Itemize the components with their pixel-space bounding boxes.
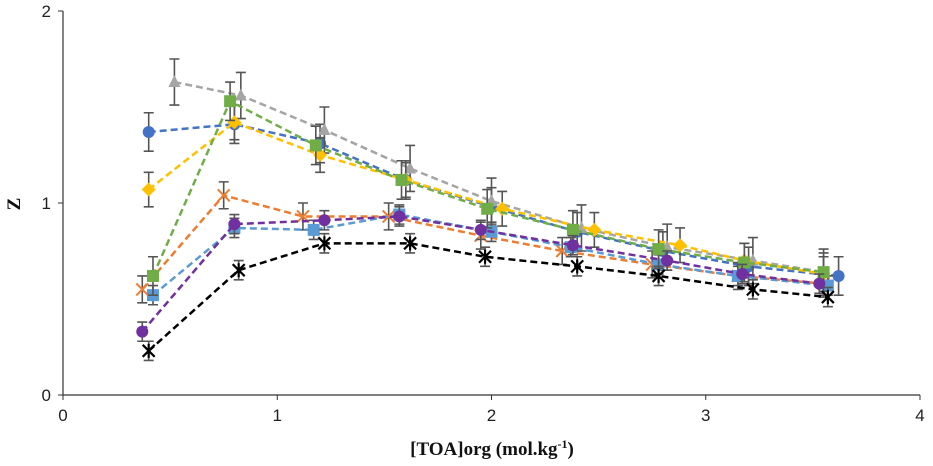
series-layer <box>135 58 845 362</box>
data-point <box>652 243 665 256</box>
data-point <box>813 277 826 290</box>
data-point <box>481 202 494 215</box>
data-point <box>738 256 751 269</box>
series-line <box>174 80 824 274</box>
data-point <box>317 236 332 251</box>
data-point <box>318 214 331 227</box>
y-tick-label: 0 <box>42 386 51 405</box>
series-5 <box>146 204 834 306</box>
data-point <box>821 290 835 305</box>
data-point <box>228 218 241 231</box>
series-line <box>151 99 824 277</box>
series-8 <box>141 232 835 362</box>
series-6 <box>146 81 830 296</box>
y-tick-label: 2 <box>42 2 51 21</box>
y-axis-title: Z <box>4 198 25 211</box>
data-point <box>404 161 417 174</box>
series-2 <box>135 181 831 304</box>
x-tick-label: 4 <box>915 406 924 425</box>
data-point <box>318 123 331 136</box>
x-axis-title: [TOA]org (mol.kg-1) <box>410 437 574 460</box>
data-point <box>478 249 492 264</box>
data-point <box>817 266 830 279</box>
x-tick-label: 2 <box>487 406 496 425</box>
data-point <box>566 239 579 252</box>
x-axis: 0 1 2 3 4 <box>58 394 925 425</box>
data-point <box>146 269 159 282</box>
data-point <box>832 269 845 282</box>
data-point <box>135 282 149 297</box>
data-point <box>474 223 487 236</box>
data-point <box>141 182 156 197</box>
data-point <box>142 125 155 138</box>
data-point <box>216 188 231 203</box>
data-point <box>393 210 406 223</box>
data-point <box>224 95 237 108</box>
series-7 <box>136 206 826 343</box>
x-tick-label: 1 <box>273 406 282 425</box>
x-tick-label: 3 <box>701 406 710 425</box>
data-point <box>566 223 579 236</box>
data-point <box>570 259 584 274</box>
y-axis: 0 1 2 <box>42 2 64 405</box>
data-point <box>168 75 181 88</box>
y-tick-label: 1 <box>42 194 51 213</box>
data-point <box>136 325 149 338</box>
data-point <box>307 223 320 236</box>
x-tick-label: 0 <box>58 406 67 425</box>
data-point <box>736 268 749 281</box>
data-point <box>141 343 156 358</box>
data-point <box>395 173 408 186</box>
data-point <box>651 268 666 283</box>
data-point <box>309 139 322 152</box>
data-point <box>234 88 247 101</box>
data-point <box>673 238 688 253</box>
data-point <box>381 209 396 224</box>
data-point <box>746 282 760 297</box>
series-line <box>147 242 828 352</box>
data-point <box>661 254 674 267</box>
data-point <box>231 263 246 278</box>
data-point <box>403 236 417 251</box>
